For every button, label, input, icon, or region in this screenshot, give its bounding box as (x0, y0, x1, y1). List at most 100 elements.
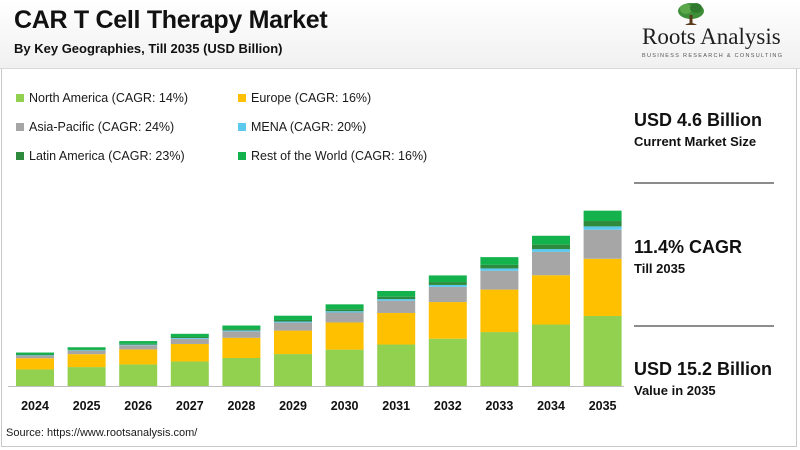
bar-segment-2025-series-0 (67, 367, 106, 386)
bar-segment-2029-series-1 (274, 330, 312, 355)
bar-segment-2033-series-3 (480, 268, 519, 271)
stat-current-market-size: USD 4.6 Billion Current Market Size (634, 110, 762, 149)
legend-label: Asia-Pacific (CAGR: 24%) (29, 120, 175, 134)
bar-segment-2032-series-2 (428, 286, 467, 303)
bar-segment-2029-series-4 (274, 319, 312, 322)
bar-segment-2028-series-1 (222, 337, 261, 358)
legend-swatch (238, 94, 246, 102)
bar-segment-2024-series-0 (16, 369, 54, 386)
bar-segment-2034-series-2 (532, 251, 570, 276)
bar-segment-2034-series-3 (532, 249, 570, 252)
bar-segment-2032-series-0 (428, 338, 467, 386)
bar-segment-2024-series-4 (16, 354, 54, 356)
bar-segment-2026-series-5 (119, 341, 158, 344)
bar-segment-2035-series-3 (583, 226, 622, 230)
bar-segment-2034-series-1 (532, 275, 570, 325)
source-note: Source: https://www.rootsanalysis.com/ (6, 427, 198, 439)
bar-segment-2028-series-5 (222, 325, 261, 330)
bar-segment-2031-series-2 (377, 300, 416, 313)
legend-label: Rest of the World (CAGR: 16%) (251, 149, 428, 163)
bar-segment-2029-series-0 (274, 354, 312, 386)
bar-segment-2028-series-4 (222, 329, 261, 331)
stat-cagr: 11.4% CAGR Till 2035 (634, 237, 742, 276)
bar-segment-2030-series-5 (325, 304, 364, 310)
bar-segment-2027-series-3 (170, 337, 209, 339)
x-tick-label: 2026 (124, 399, 152, 413)
bar-segment-2026-series-0 (119, 364, 158, 386)
x-tick-label: 2024 (21, 399, 49, 413)
bar-segment-2024-series-2 (16, 355, 54, 359)
bar-segment-2026-series-1 (119, 349, 158, 365)
x-tick-label: 2031 (382, 399, 410, 413)
stat-value-2035: USD 15.2 Billion Value in 2035 (634, 359, 772, 398)
bar-segment-2029-series-2 (274, 322, 312, 331)
bar-segment-2029-series-3 (274, 321, 312, 323)
bar-segment-2030-series-4 (325, 309, 364, 312)
bar-segment-2031-series-3 (377, 299, 416, 301)
bar-segment-2029-series-5 (274, 315, 312, 320)
bar-segment-2026-series-2 (119, 345, 158, 350)
tree-icon (678, 3, 704, 25)
legend-label: North America (CAGR: 14%) (29, 91, 189, 105)
bar-segment-2024-series-1 (16, 358, 54, 370)
bar-segment-2034-series-4 (532, 244, 570, 250)
bar-segment-2026-series-4 (119, 343, 158, 345)
x-tick-label: 2032 (434, 399, 462, 413)
x-tick-label: 2028 (227, 399, 255, 413)
stat-value: USD 15.2 Billion (634, 359, 773, 379)
stat-value: 11.4% CAGR (634, 237, 743, 257)
bar-segment-2033-series-0 (480, 332, 519, 386)
bar-segment-2035-series-4 (583, 221, 622, 227)
bar-segment-2035-series-2 (583, 229, 622, 259)
x-tick-label: 2030 (331, 399, 359, 413)
legend-item-mena: MENA (CAGR: 20%) (238, 120, 366, 134)
x-tick-label: 2033 (485, 399, 513, 413)
bar-segment-2031-series-5 (377, 290, 416, 297)
bar-segment-2031-series-1 (377, 312, 416, 345)
bar-segment-2024-series-5 (16, 352, 54, 355)
chart-title: CAR T Cell Therapy Market (14, 6, 328, 34)
bar-segment-2030-series-0 (325, 349, 364, 386)
bar-segment-2028-series-0 (222, 357, 261, 386)
bar-segment-2033-series-1 (480, 289, 519, 333)
legend-swatch (16, 94, 24, 102)
x-tick-label: 2035 (589, 399, 617, 413)
legend-swatch (238, 123, 246, 131)
legend-label: Latin America (CAGR: 23%) (29, 149, 185, 163)
bar-segment-2035-series-0 (583, 315, 622, 386)
legend-item-europe: Europe (CAGR: 16%) (238, 91, 371, 105)
bar-segment-2032-series-1 (428, 302, 467, 339)
bar-segment-2025-series-2 (67, 350, 106, 355)
bar-segment-2031-series-0 (377, 344, 416, 386)
legend-swatch (16, 123, 24, 131)
bar-segment-2027-series-4 (170, 336, 209, 338)
legend-item-rest-of-world: Rest of the World (CAGR: 16%) (238, 149, 427, 163)
x-tick-label: 2034 (537, 399, 565, 413)
chart-header: CAR T Cell Therapy Market By Key Geograp… (0, 0, 800, 69)
bar-segment-2028-series-3 (222, 330, 261, 332)
bar-segment-2033-series-2 (480, 270, 519, 290)
bar-segment-2025-series-3 (67, 350, 106, 351)
bar-segment-2027-series-0 (170, 361, 209, 386)
legend-item-asia-pacific: Asia-Pacific (CAGR: 24%) (16, 120, 174, 134)
stat-divider (634, 325, 774, 327)
bar-segment-2030-series-1 (325, 322, 364, 350)
stat-label: Value in 2035 (634, 383, 716, 398)
bar-segment-2035-series-1 (583, 258, 622, 316)
bar-segment-2035-series-5 (583, 210, 622, 222)
bar-segment-2030-series-3 (325, 311, 364, 313)
logo-tagline: BUSINESS RESEARCH & CONSULTING (642, 53, 784, 59)
x-tick-label: 2025 (73, 399, 101, 413)
bar-segment-2027-series-2 (170, 338, 209, 344)
stat-divider (634, 182, 774, 184)
x-tick-label: 2027 (176, 399, 204, 413)
legend-label: MENA (CAGR: 20%) (251, 120, 367, 134)
bar-segment-2025-series-1 (67, 354, 106, 368)
logo-name: Roots Analysis (642, 24, 781, 49)
bar-segment-2028-series-2 (222, 331, 261, 338)
bar-segment-2031-series-4 (377, 296, 416, 300)
stat-label: Till 2035 (634, 261, 686, 276)
x-tick-label: 2029 (279, 399, 307, 413)
legend-label: Europe (CAGR: 16%) (251, 91, 372, 105)
stat-value: USD 4.6 Billion (634, 110, 763, 130)
